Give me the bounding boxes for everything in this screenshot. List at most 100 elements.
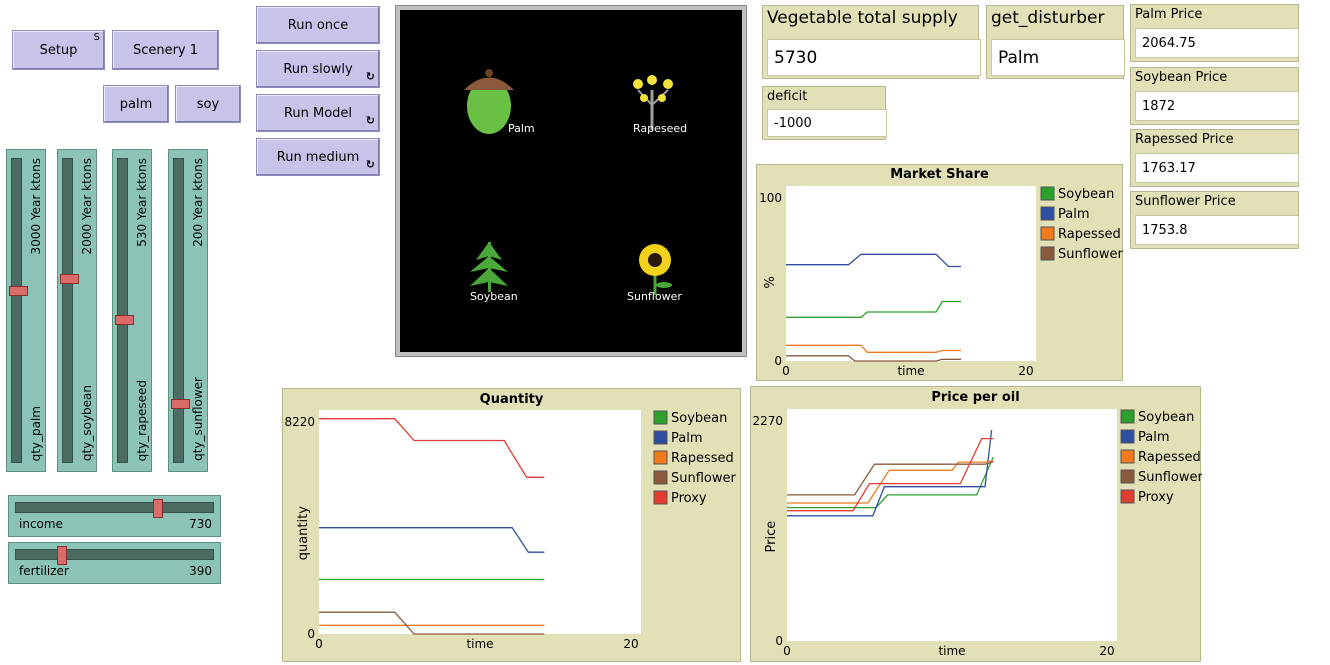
- legend-swatch: [1120, 409, 1135, 424]
- scenery-button[interactable]: Scenery 1: [112, 30, 219, 70]
- slider-knob[interactable]: [171, 398, 190, 409]
- plot-title: Quantity: [479, 392, 544, 407]
- income-slider[interactable]: income 730: [8, 495, 221, 537]
- slider-knob[interactable]: [152, 499, 163, 518]
- legend-label: Sunflower: [1058, 247, 1124, 262]
- y-tick-label: 0: [307, 627, 315, 641]
- qty-palm-slider[interactable]: qty_palm 3000 Year ktons: [6, 149, 46, 472]
- quantity-plot: Quantity 0 20 0 8220 time quantity Soybean Palm…: [282, 388, 741, 662]
- series-line-soybean: [786, 300, 961, 318]
- legend-swatch: [653, 410, 668, 425]
- monitor-label: deficit: [767, 89, 808, 104]
- monitor-value: 2064.75: [1135, 28, 1299, 58]
- monitor-value: 1763.17: [1135, 153, 1299, 183]
- qty-sunflower-slider[interactable]: qty_sunflower 200 Year ktons: [168, 149, 208, 472]
- monitor-label: Rapessed Price: [1135, 132, 1234, 147]
- soybean-price-monitor: Soybean Price 1872: [1130, 67, 1299, 125]
- world-canvas[interactable]: Palm Rapeseed: [400, 10, 742, 352]
- forever-icon: ↻: [365, 70, 375, 83]
- plot-area: [787, 409, 1117, 641]
- plot-area: [319, 410, 641, 634]
- legend-label: Soybean: [1058, 187, 1114, 202]
- run-slowly-button[interactable]: Run slowly ↻: [256, 50, 380, 88]
- legend-swatch: [1120, 429, 1135, 444]
- series-line-sunflower: [319, 611, 545, 635]
- palm-button[interactable]: palm: [103, 85, 169, 123]
- plot-svg: 0 20 0 2270 time Price Soybean Palm Rapessed Sunf…: [752, 409, 1202, 658]
- series-line-palm: [787, 430, 993, 517]
- legend-swatch: [653, 470, 668, 485]
- y-axis-label: quantity: [296, 506, 311, 561]
- monitor-label: Palm Price: [1135, 7, 1203, 22]
- monitor-value: 1872: [1135, 91, 1299, 121]
- x-tick-label: 20: [1099, 644, 1114, 658]
- plot-svg: 0 20 0 8220 time quantity Soybean Palm Rapessed S…: [284, 410, 737, 651]
- run-once-label: Run once: [287, 17, 349, 33]
- slider-knob[interactable]: [115, 315, 134, 326]
- sunflower-agent-icon: [639, 244, 672, 295]
- slider-value: 200 Year ktons: [191, 158, 205, 247]
- y-tick-label: 0: [774, 354, 782, 368]
- series-line-rapessed: [787, 460, 994, 504]
- setup-button[interactable]: Setup S: [12, 30, 105, 70]
- x-tick-label: 0: [782, 364, 790, 378]
- y-tick-label: 8220: [284, 415, 315, 429]
- series-line-palm: [786, 253, 961, 268]
- x-tick-label: 0: [783, 644, 791, 658]
- slider-track: [173, 158, 184, 463]
- world-view[interactable]: Palm Rapeseed: [395, 5, 747, 357]
- slider-value: 730: [189, 517, 212, 531]
- legend-label: Rapessed: [671, 451, 734, 466]
- vegetable-total-supply-monitor: Vegetable total supply 5730: [762, 5, 981, 79]
- legend-swatch: [1040, 246, 1055, 261]
- legend-swatch: [653, 490, 668, 505]
- soy-button[interactable]: soy: [175, 85, 241, 123]
- run-medium-button[interactable]: Run medium ↻: [256, 138, 380, 176]
- slider-knob[interactable]: [57, 546, 68, 565]
- legend-label: Proxy: [1138, 490, 1174, 505]
- legend-swatch: [1040, 226, 1055, 241]
- monitor-value: 1753.8: [1135, 215, 1299, 245]
- run-medium-label: Run medium: [276, 149, 360, 165]
- legend-label: Rapessed: [1058, 227, 1121, 242]
- legend-label: Palm: [1058, 207, 1090, 222]
- palm-agent-icon: [464, 69, 514, 134]
- slider-track: [11, 158, 22, 463]
- soybean-agent-label: Soybean: [470, 290, 518, 303]
- legend-swatch: [1040, 186, 1055, 201]
- slider-track: [62, 158, 73, 463]
- deficit-monitor: deficit -1000: [762, 86, 887, 140]
- slider-knob[interactable]: [60, 273, 79, 284]
- forever-icon: ↻: [365, 114, 375, 127]
- y-axis-label: Price: [764, 521, 779, 553]
- rapeseed-agent-icon: [633, 75, 673, 130]
- get-disturber-monitor: get_disturber Palm: [986, 5, 1125, 79]
- plot-title: Price per oil: [931, 390, 1020, 405]
- slider-name: qty_palm: [29, 405, 43, 461]
- monitor-label: Sunflower Price: [1135, 194, 1236, 209]
- legend-swatch: [1120, 489, 1135, 504]
- series-line-soybean: [787, 456, 994, 509]
- rapeseed-agent-label: Rapeseed: [633, 122, 687, 135]
- plot-area: [786, 186, 1036, 361]
- run-model-label: Run Model: [283, 105, 353, 121]
- slider-track: [15, 502, 214, 513]
- palm-agent-label: Palm: [508, 122, 535, 135]
- x-axis-label: time: [897, 364, 924, 378]
- plot-svg: 0 20 0 100 time% Soybean Palm Rapessed Sunflower: [759, 186, 1124, 378]
- run-model-button[interactable]: Run Model ↻: [256, 94, 380, 132]
- y-tick-label: 0: [775, 634, 783, 648]
- forever-icon: ↻: [365, 158, 375, 171]
- fertilizer-slider[interactable]: fertilizer 390: [8, 542, 221, 584]
- legend-label: Sunflower: [671, 471, 737, 486]
- qty-rapeseed-slider[interactable]: qty_rapeseed 530 Year ktons: [112, 149, 152, 472]
- y-tick-label: 100: [759, 191, 782, 205]
- run-once-button[interactable]: Run once: [256, 6, 380, 44]
- slider-knob[interactable]: [9, 285, 28, 296]
- legend-swatch: [653, 430, 668, 445]
- slider-value: 3000 Year ktons: [29, 158, 43, 255]
- qty-soybean-slider[interactable]: qty_soybean 2000 Year ktons: [57, 149, 97, 472]
- legend-swatch: [1120, 449, 1135, 464]
- sunflower-price-monitor: Sunflower Price 1753.8: [1130, 191, 1299, 249]
- legend-label: Rapessed: [1138, 450, 1201, 465]
